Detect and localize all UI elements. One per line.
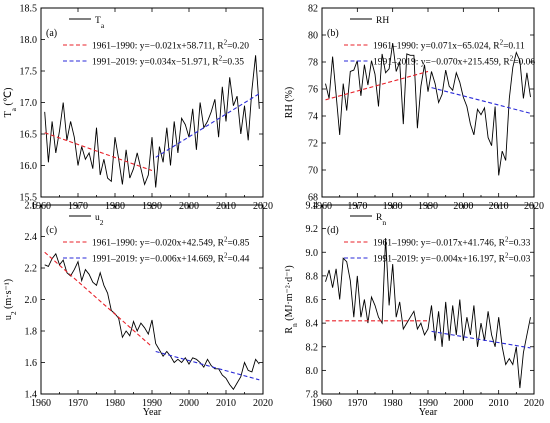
series-line-observed <box>325 43 531 176</box>
x-tick-label: 2020 <box>253 398 273 409</box>
legend-label-fit-1961-1990: 1961–1990: y=−0.020x+42.549, R2=0.85 <box>92 236 250 249</box>
x-tick-label: 2010 <box>489 398 509 409</box>
chart-panel-3: 1960 1970 1980 1990 2000 2010 2020 1.4 1.6 1.8 2.0… <box>3 201 273 419</box>
chart-panel-4: 1960 1970 1980 1990 2000 2010 2020 7.8 8.0 8.2 8.4… <box>284 201 544 419</box>
y-tick-label: 16.5 <box>20 130 38 141</box>
y-tick-label: 8.4 <box>306 319 319 330</box>
legend-label-observed: u2 <box>95 213 104 227</box>
y-axis-label: RH (%) <box>284 87 295 118</box>
legend-label-fit-1991-2019: 1991–2019: y=−0.006x+14.669, R2=0.44 <box>92 252 250 265</box>
panel-label: (c) <box>46 225 57 236</box>
legend-label-fit-1991-2019: 1991–2019: y=−0.070x+215.459, R2=0.06 <box>373 55 535 68</box>
x-tick-label: 2000 <box>453 398 473 409</box>
y-tick-label: 2.6 <box>25 201 38 212</box>
x-tick-label: 1960 <box>31 398 51 409</box>
y-axis-label: u2 (m·s⁻¹) <box>3 279 18 320</box>
panel-label: (d) <box>327 225 339 236</box>
legend-label-fit-1991-2019: 1991–2019: y=0.034x−51.971, R2=0.35 <box>92 55 244 68</box>
series-line-fit-1961-1990 <box>325 70 429 101</box>
y-tick-label: 2.2 <box>25 264 38 275</box>
y-tick-label: 9.0 <box>306 248 319 259</box>
legend-label-observed: Rn <box>376 213 386 227</box>
x-tick-label: 1980 <box>383 398 403 409</box>
series-line-observed <box>44 55 260 188</box>
y-tick-label: 15.5 <box>20 193 38 204</box>
y-tick-label: 8.6 <box>306 295 319 306</box>
legend-label-fit-1961-1990: 1961–1990: y=−0.021x+58.711, R2=0.20 <box>92 39 249 52</box>
x-tick-label: 1970 <box>68 398 88 409</box>
y-tick-label: 70 <box>308 166 318 177</box>
y-tick-label: 82 <box>308 4 318 15</box>
plot-frame <box>40 204 264 395</box>
x-tick-label: 2020 <box>524 398 544 409</box>
legend-label-fit-1961-1990: 1961–1990: y=−0.017x+41.746, R2=0.33 <box>373 236 531 249</box>
series-line-observed <box>44 252 260 391</box>
x-axis-label: Year <box>143 407 162 418</box>
y-tick-label: 17.0 <box>20 98 38 109</box>
y-tick-label: 9.4 <box>306 201 319 212</box>
y-tick-label: 7.8 <box>306 390 319 401</box>
y-tick-label: 8.0 <box>306 366 319 377</box>
y-tick-label: 76 <box>308 85 318 96</box>
chart-panel-1: 1960 1970 1980 1990 2000 2010 202015.516.016.5… <box>3 4 273 213</box>
y-tick-label: 2.4 <box>25 232 38 243</box>
series-line-fit-1991-2019 <box>155 93 260 158</box>
y-tick-label: 18.0 <box>20 35 38 46</box>
y-tick-label: 78 <box>308 58 318 69</box>
series-line-fit-1991-2019 <box>431 330 531 349</box>
y-tick-label: 72 <box>308 139 318 150</box>
series-line-observed <box>325 238 531 389</box>
legend-label-observed: RH <box>376 16 389 26</box>
plot-frame <box>321 204 535 395</box>
y-axis-label: Rn (MJ·m⁻²·d⁻¹) <box>284 265 299 333</box>
y-tick-label: 1.6 <box>25 358 38 369</box>
x-tick-label: 2000 <box>179 398 199 409</box>
x-tick-label: 1970 <box>347 398 367 409</box>
x-tick-label: 1980 <box>105 398 125 409</box>
series-line-fit-1961-1990 <box>44 132 153 172</box>
y-tick-label: 2.0 <box>25 295 38 306</box>
x-tick-label: 2010 <box>216 398 236 409</box>
legend-label-observed: Ta <box>95 16 105 30</box>
series-line-fit-1991-2019 <box>431 87 531 114</box>
y-tick-label: 16.0 <box>20 161 38 172</box>
x-tick-label: 1990 <box>142 398 162 409</box>
y-tick-label: 68 <box>308 193 318 204</box>
y-tick-label: 8.2 <box>306 342 319 353</box>
y-tick-label: 80 <box>308 31 318 42</box>
y-tick-label: 74 <box>308 112 318 123</box>
legend-label-fit-1961-1990: 1961–1990: y=0.071x−65.024, R2=0.11 <box>373 39 525 52</box>
legend-label-fit-1991-2019: 1991–2019: y=−0.004x+16.197, R2=0.03 <box>373 252 531 265</box>
x-tick-label: 1990 <box>418 398 438 409</box>
y-tick-label: 9.2 <box>306 224 319 235</box>
chart-panel-2: 1960 1970 1980 1990 2000 2010 2020687072747678… <box>284 4 544 213</box>
plot-frame <box>40 7 264 198</box>
panel-label: (a) <box>46 28 57 39</box>
y-tick-label: 1.4 <box>25 390 38 401</box>
y-tick-label: 1.8 <box>25 327 38 338</box>
plot-frame <box>321 7 535 198</box>
y-tick-label: 17.5 <box>20 67 38 78</box>
series-line-fit-1991-2019 <box>155 350 260 381</box>
y-axis-label: Ta (℃) <box>3 88 18 118</box>
y-tick-label: 8.8 <box>306 271 319 282</box>
y-tick-label: 18.5 <box>20 4 38 15</box>
x-tick-label: 1960 <box>312 398 332 409</box>
x-axis-label: Year <box>419 407 438 418</box>
series-line-fit-1961-1990 <box>44 251 153 348</box>
panel-label: (b) <box>327 28 339 39</box>
